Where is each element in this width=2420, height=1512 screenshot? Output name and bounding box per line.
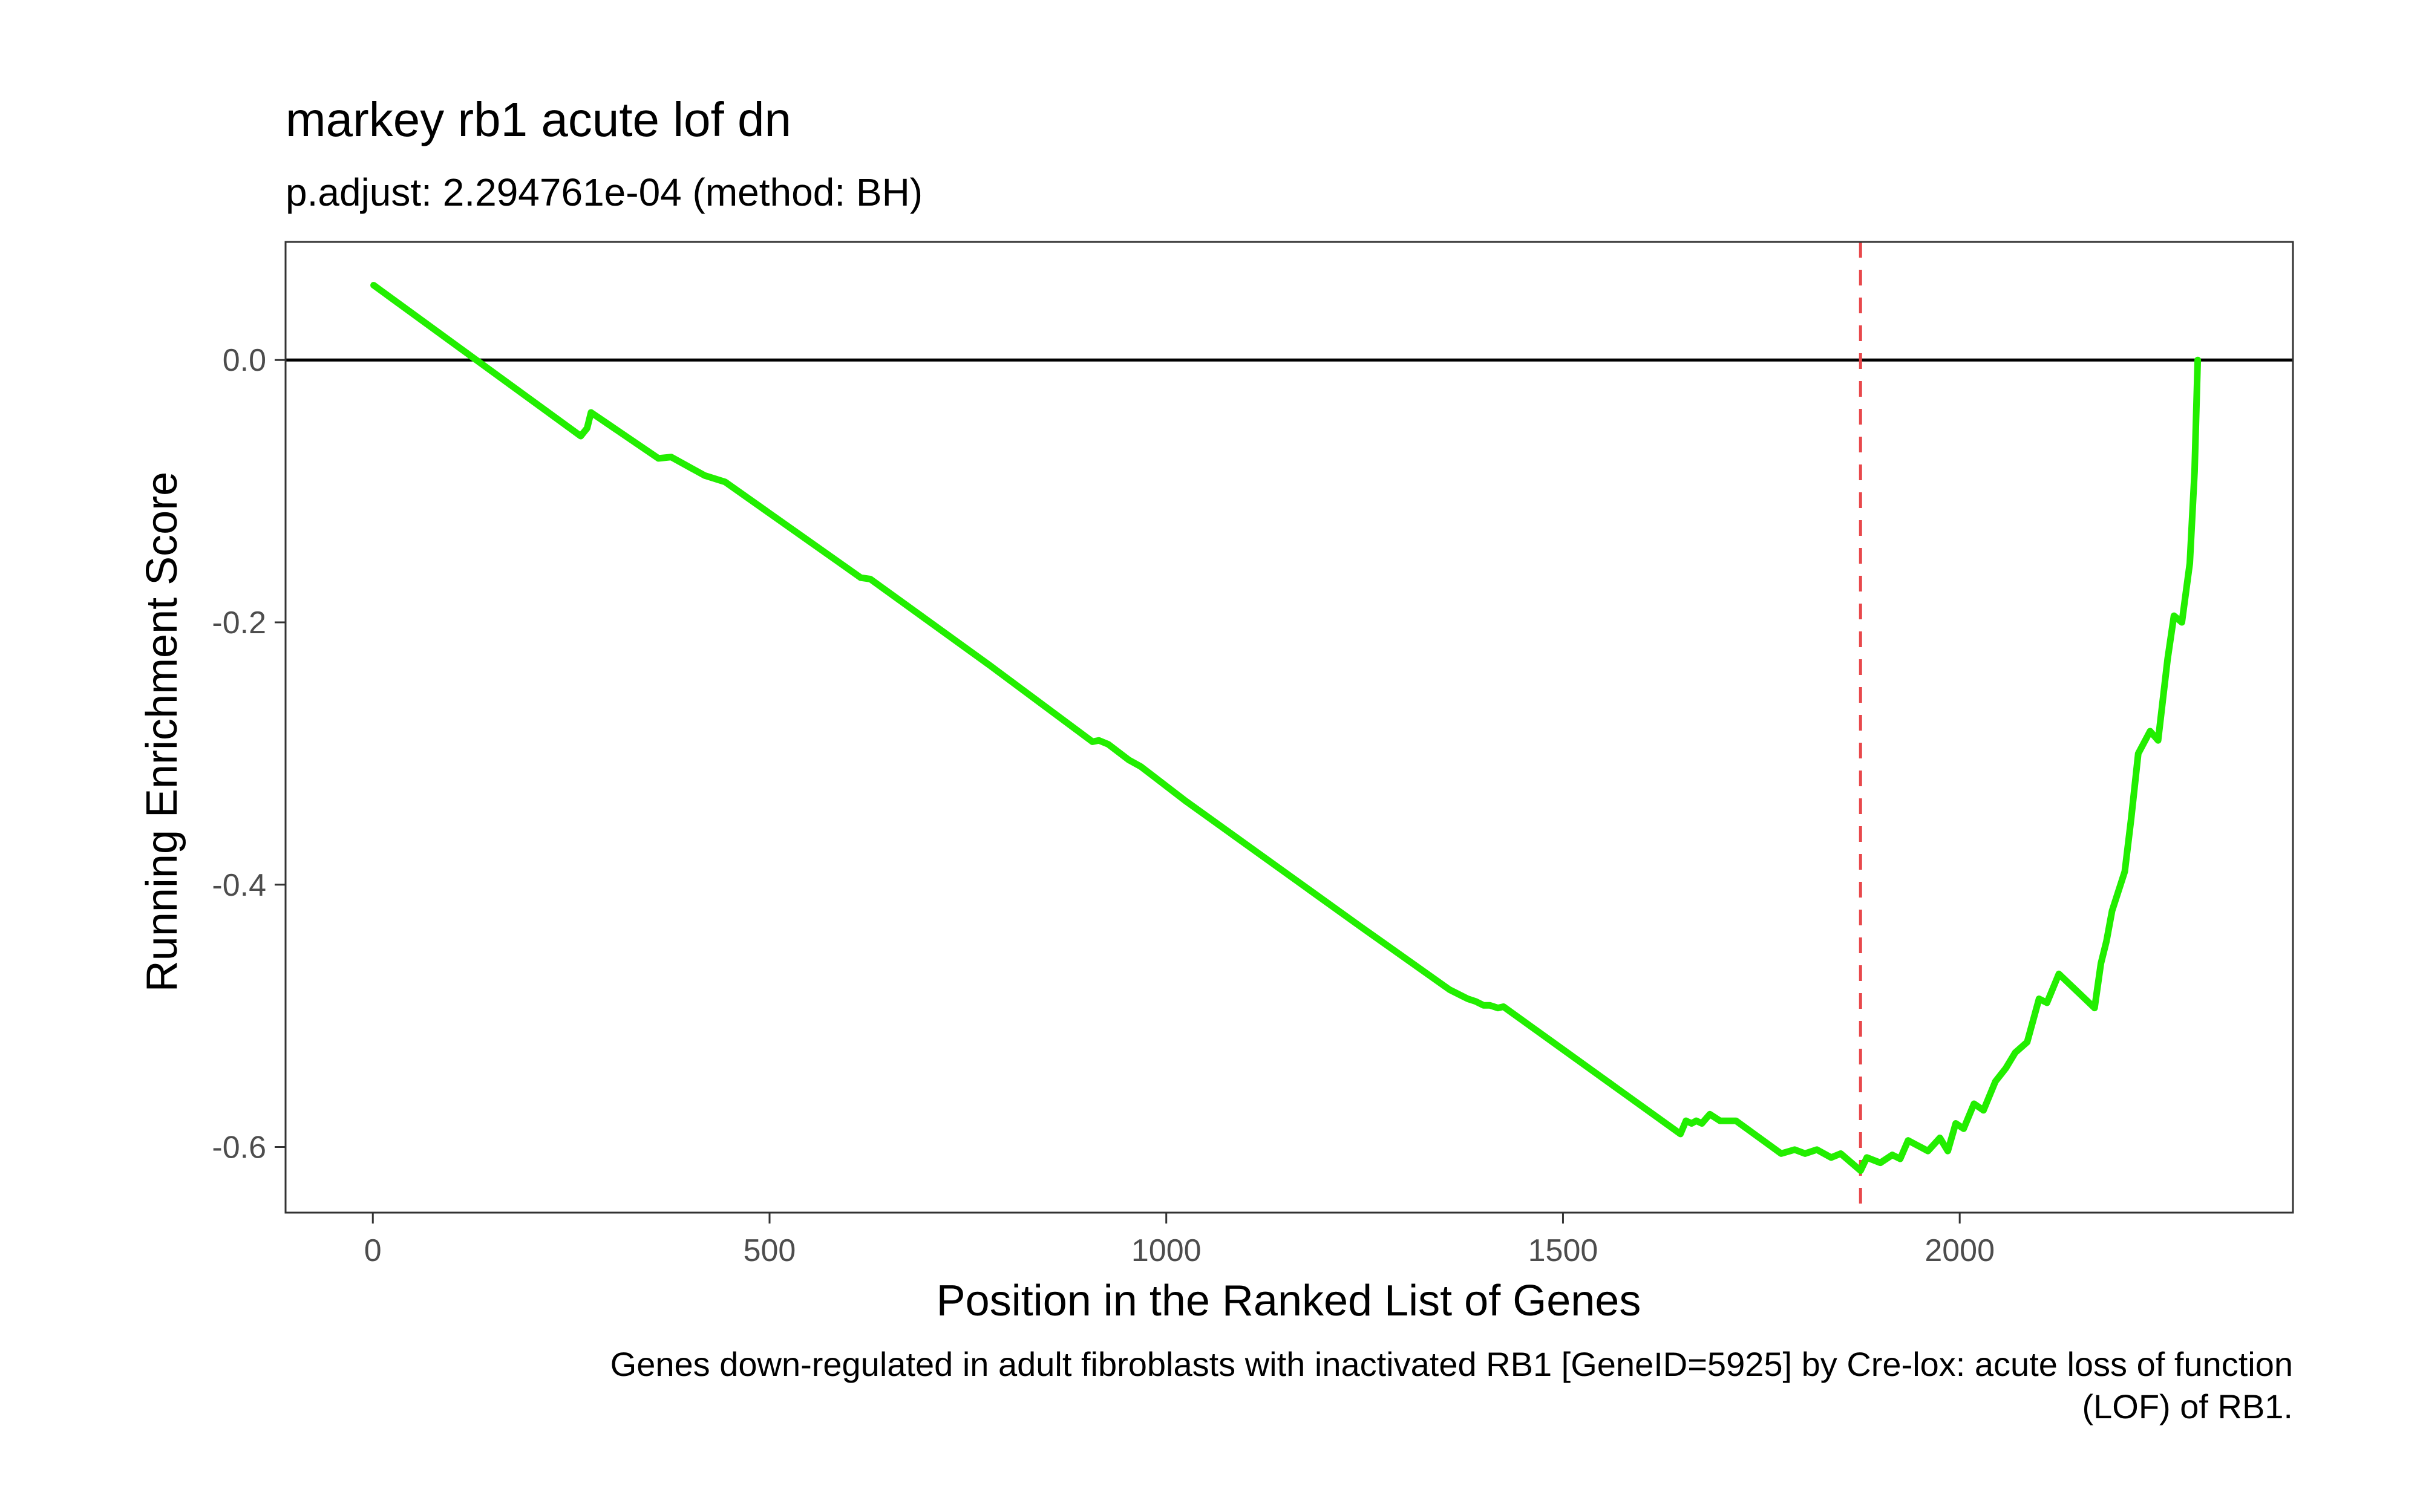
caption-line-2: (LOF) of RB1. <box>2082 1387 2293 1426</box>
chart-title: markey rb1 acute lof dn <box>286 93 791 146</box>
plot-area <box>286 242 2293 1213</box>
panel-border <box>284 241 2294 1214</box>
x-tick-label: 2000 <box>1925 1233 1995 1268</box>
x-tick-label: 1000 <box>1131 1233 1202 1268</box>
x-tick-label: 500 <box>744 1233 796 1268</box>
axes: 0 500 1000 1500 2000 0.0 -0.2 -0.4 -0.6 <box>212 241 2294 1268</box>
running-es-line <box>370 282 2202 1175</box>
y-axis-title: Running Enrichment Score <box>138 472 186 992</box>
x-tick-label: 1500 <box>1528 1233 1598 1268</box>
x-axis-title: Position in the Ranked List of Genes <box>937 1277 1641 1325</box>
y-tick-label: -0.6 <box>212 1130 266 1165</box>
y-tick-label: 0.0 <box>223 343 266 378</box>
x-tick-label: 0 <box>364 1233 382 1268</box>
panel-background <box>286 242 2293 1213</box>
caption-line-1: Genes down-regulated in adult fibroblast… <box>610 1345 2293 1383</box>
y-tick-label: -0.2 <box>212 605 266 640</box>
y-tick-label: -0.4 <box>212 868 266 903</box>
chart-subtitle: p.adjust: 2.294761e-04 (method: BH) <box>286 171 923 214</box>
